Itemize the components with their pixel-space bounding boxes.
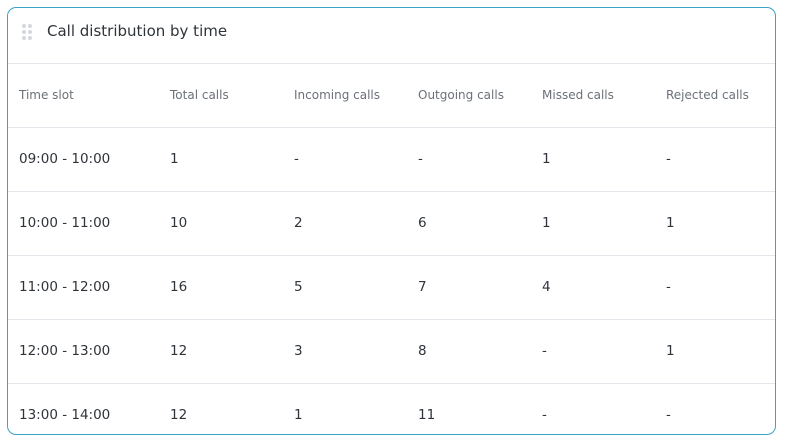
- cell-time-slot: 12:00 - 13:00: [8, 319, 170, 384]
- table-row: 10:00 - 11:00 10 2 6 1 1: [8, 191, 775, 256]
- cell-missed-calls: 1: [542, 191, 666, 256]
- cell-total-calls: 12: [170, 407, 188, 424]
- drag-handle-icon[interactable]: [22, 24, 32, 40]
- cell-total-calls: 12: [170, 319, 294, 384]
- table-header-row: Time slot Total calls Incoming calls Out…: [8, 64, 775, 128]
- column-header-outgoing-calls[interactable]: Outgoing calls: [418, 64, 542, 128]
- cell-missed-calls: -: [542, 319, 666, 384]
- widget-title: Call distribution by time: [47, 22, 228, 40]
- column-header-missed-calls[interactable]: Missed calls: [542, 64, 666, 128]
- cell-time-slot: 09:00 - 10:00: [8, 127, 170, 192]
- column-header-rejected-calls[interactable]: Rejected calls: [666, 64, 775, 128]
- cell-rejected-calls: -: [666, 127, 775, 192]
- cell-missed-calls: 1: [542, 127, 666, 192]
- cell-outgoing-calls: 7: [418, 255, 542, 320]
- cell-outgoing-calls: -: [418, 127, 542, 192]
- cell-incoming-calls: 5: [294, 255, 418, 320]
- table-row: 13:00 - 14:00 12 1 11 - -: [8, 383, 775, 434]
- table-row: 11:00 - 12:00 16 5 7 4 -: [8, 255, 775, 320]
- column-header-total-calls[interactable]: Total calls: [170, 64, 294, 128]
- cell-rejected-calls: 1: [666, 191, 775, 256]
- call-distribution-widget: Call distribution by time Time slot Tota…: [7, 7, 776, 435]
- cell-outgoing-calls: 11: [418, 407, 436, 424]
- call-distribution-table: Time slot Total calls Incoming calls Out…: [8, 64, 775, 434]
- widget-header: Call distribution by time: [8, 8, 775, 64]
- cell-incoming-calls: -: [294, 127, 418, 192]
- cell-outgoing-calls: 8: [418, 319, 542, 384]
- cell-incoming-calls: 1: [294, 407, 303, 424]
- cell-rejected-calls: 1: [666, 319, 775, 384]
- table-row: 12:00 - 13:00 12 3 8 - 1: [8, 319, 775, 384]
- cell-missed-calls: 4: [542, 255, 666, 320]
- cell-incoming-calls: 3: [294, 319, 418, 384]
- cell-total-calls: 1: [170, 127, 294, 192]
- table-row: 09:00 - 10:00 1 - - 1 -: [8, 127, 775, 192]
- cell-outgoing-calls: 6: [418, 191, 542, 256]
- cell-total-calls: 10: [170, 191, 294, 256]
- cell-time-slot: 10:00 - 11:00: [8, 191, 170, 256]
- cell-time-slot: 11:00 - 12:00: [8, 255, 170, 320]
- column-header-incoming-calls[interactable]: Incoming calls: [294, 64, 418, 128]
- cell-rejected-calls: -: [666, 255, 775, 320]
- cell-missed-calls: -: [542, 407, 547, 424]
- cell-total-calls: 16: [170, 255, 294, 320]
- cell-incoming-calls: 2: [294, 191, 418, 256]
- cell-rejected-calls: -: [666, 407, 671, 424]
- cell-time-slot: 13:00 - 14:00: [19, 407, 111, 424]
- column-header-time-slot[interactable]: Time slot: [8, 64, 170, 128]
